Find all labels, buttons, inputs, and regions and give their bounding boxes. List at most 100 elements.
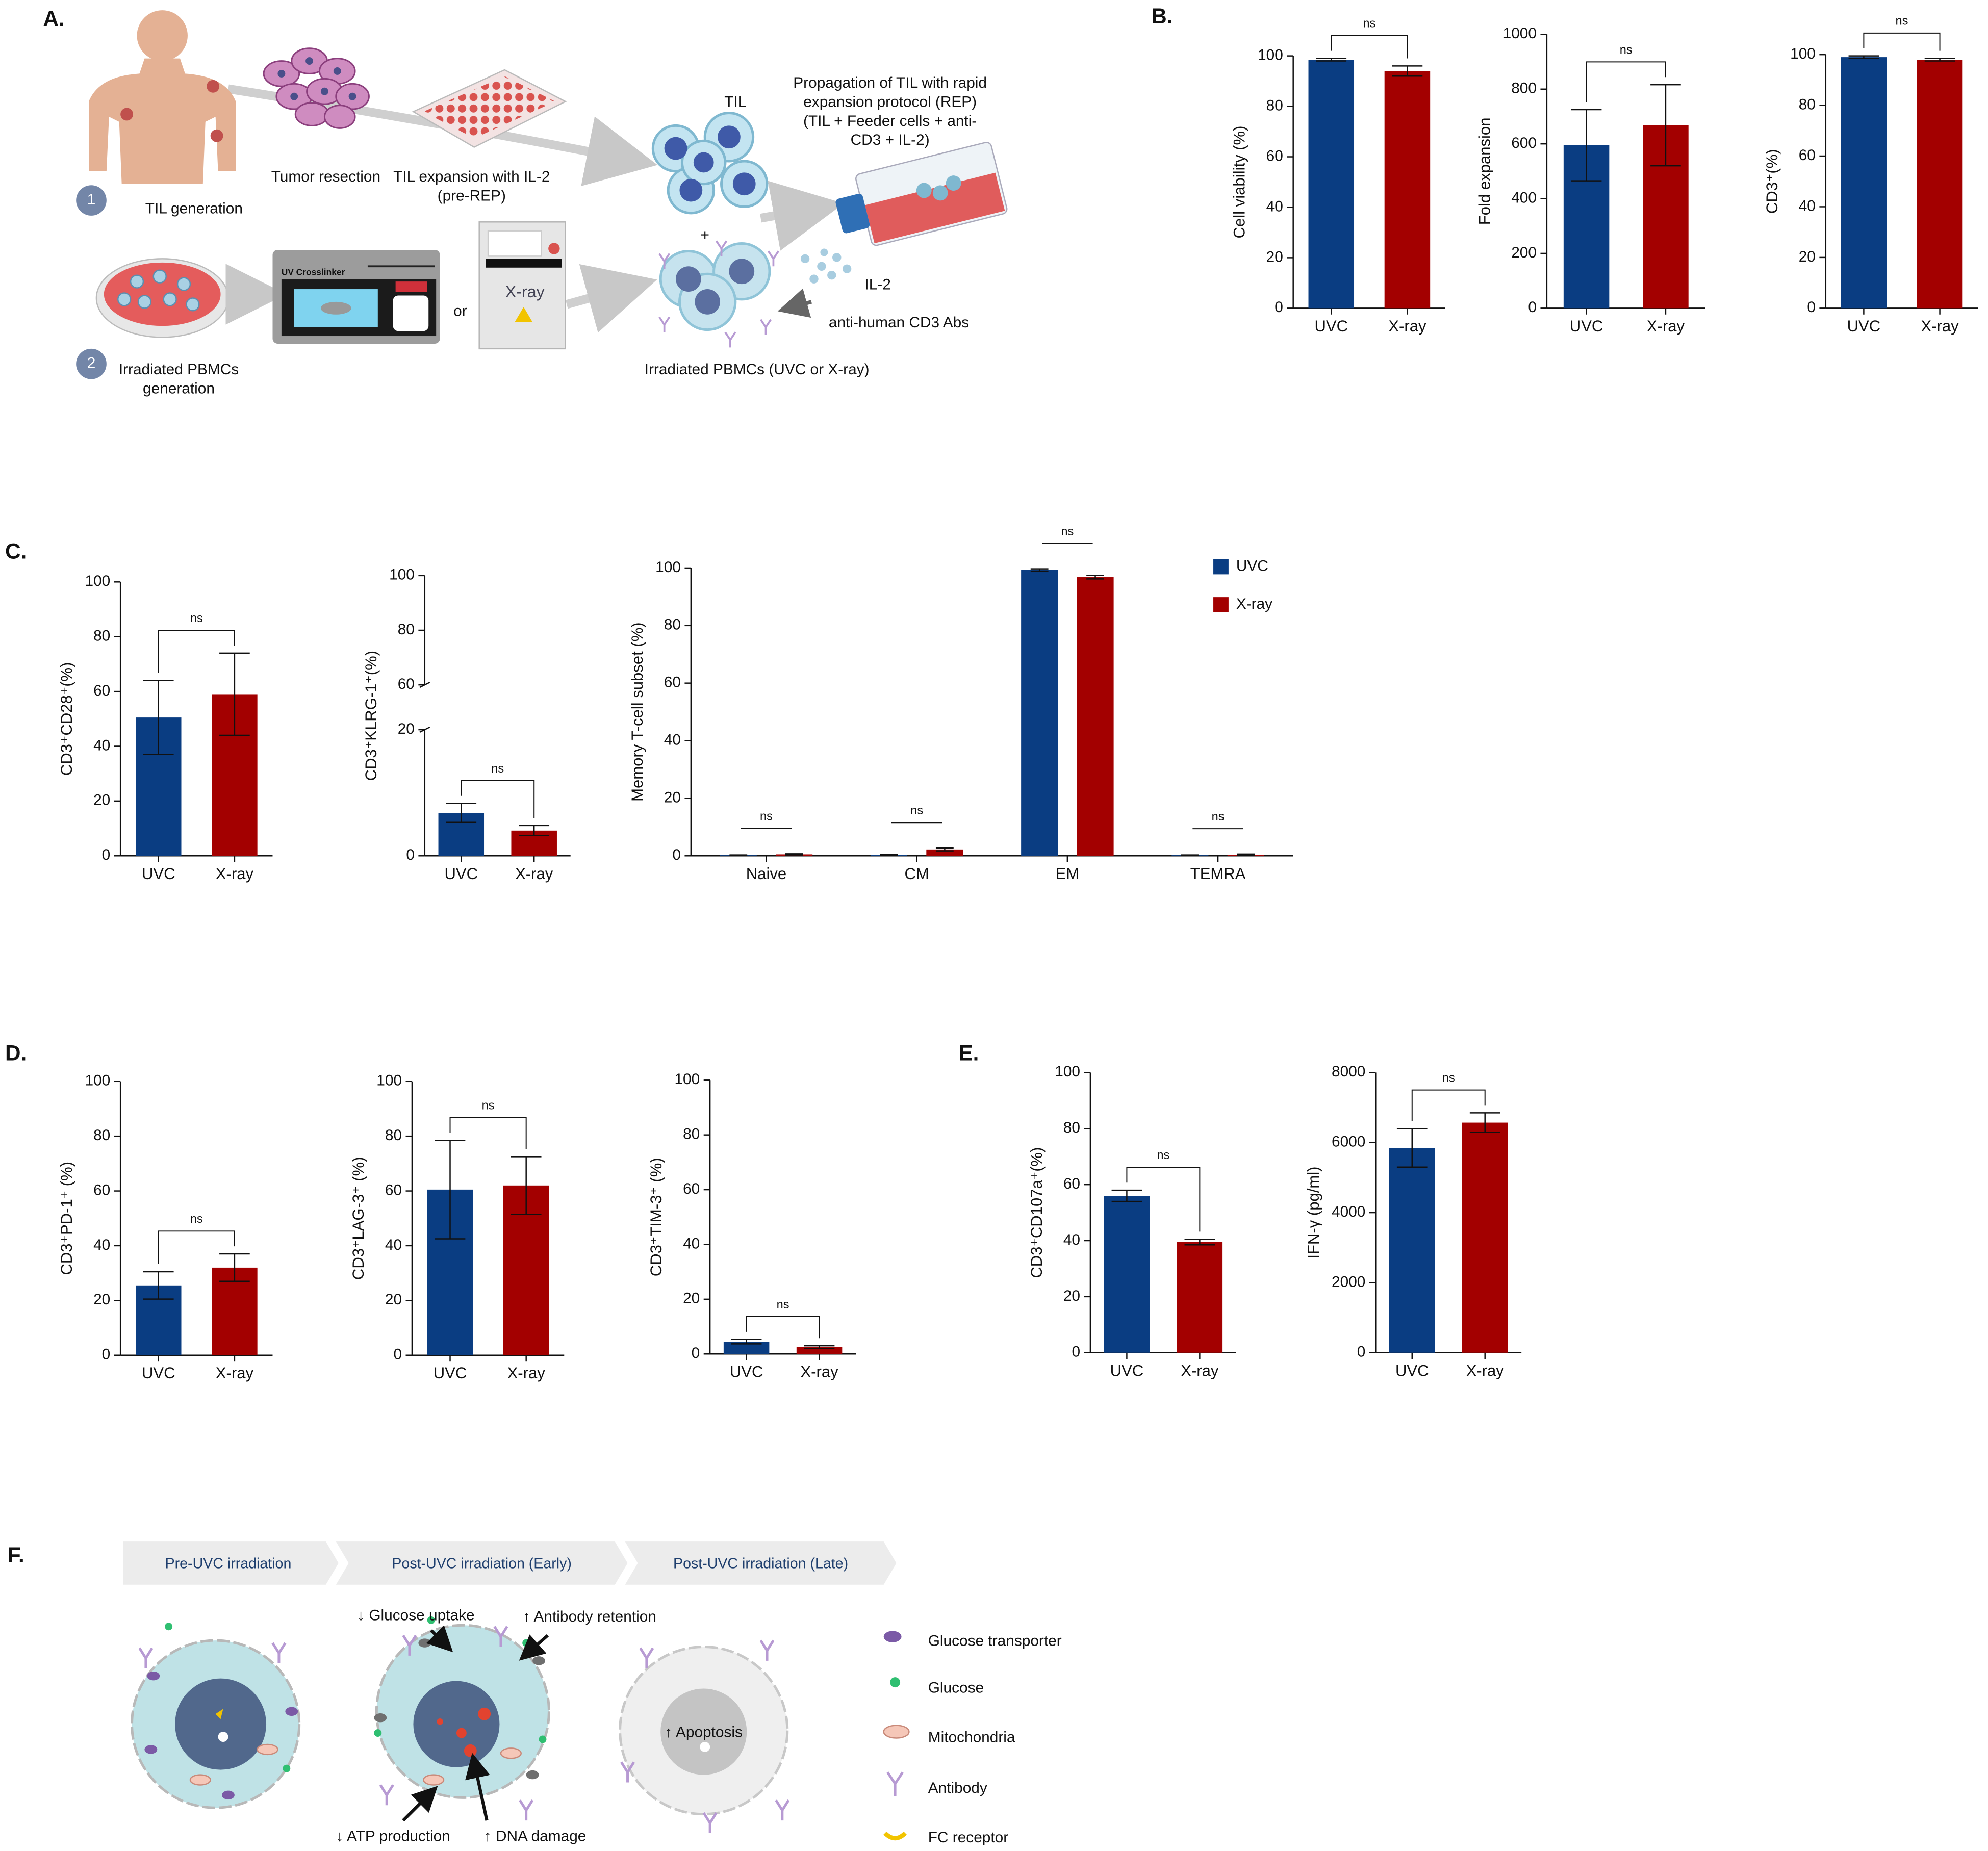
panel-a-illustration <box>89 58 236 184</box>
significance-label: ns <box>482 1099 495 1112</box>
label: anti-human CD3 Abs <box>829 314 969 331</box>
x-tick-label: Naive <box>746 865 786 883</box>
y-tick-label: 80 <box>683 1126 700 1143</box>
significance-bracket <box>1586 61 1666 102</box>
y-axis-label: CD3⁺TIM-3⁺ (%) <box>647 1158 665 1276</box>
y-tick-label: 80 <box>1799 96 1816 113</box>
panel-a-illustration <box>767 250 779 267</box>
bar <box>926 849 963 856</box>
significance-bracket <box>449 1117 527 1149</box>
y-tick-label: 60 <box>398 676 415 692</box>
significance-bracket <box>1331 35 1408 59</box>
y-tick-label: 200 <box>1511 244 1537 261</box>
y-tick-label: 0 <box>1528 299 1537 316</box>
panel-a-illustration <box>117 292 132 306</box>
y-tick-label: 20 <box>1063 1288 1080 1304</box>
x-tick-label: X-ray <box>1466 1361 1505 1379</box>
y-tick-label: 100 <box>1055 1063 1080 1080</box>
significance-label: ns <box>491 762 504 776</box>
stage-label: Pre-UVC irradiation <box>165 1555 292 1572</box>
y-tick-label: 40 <box>1063 1231 1080 1248</box>
y-axis-label: CD3⁺KLRG-1⁺(%) <box>362 651 380 781</box>
y-tick-label: 80 <box>398 621 415 638</box>
panel-a-illustration <box>835 193 870 234</box>
panel-a-illustration <box>718 125 741 149</box>
x-tick-label: UVC <box>444 865 478 883</box>
x-tick-label: EM <box>1056 865 1080 883</box>
error-bar <box>219 1253 250 1282</box>
panel-a-illustration <box>809 274 819 284</box>
panel-f-illustration <box>625 1541 897 1585</box>
panel-a-illustration <box>817 262 826 271</box>
error-bar <box>1111 1189 1142 1202</box>
y-tick-label: 400 <box>1511 189 1537 206</box>
y-tick-label: 20 <box>93 1291 110 1308</box>
panel-a-illustration <box>732 172 756 196</box>
label: UV Crosslinker <box>282 267 345 277</box>
panel-f-illustration <box>465 1753 490 1821</box>
significance-bracket <box>1411 1089 1486 1121</box>
panel-a-illustration <box>207 80 220 93</box>
significance-label: ns <box>777 1298 789 1312</box>
error-bar <box>1571 109 1602 182</box>
y-tick-label: 20 <box>398 721 415 737</box>
x-tick-label: UVC <box>1110 1361 1144 1379</box>
y-axis-label: CD3⁺(%) <box>1763 149 1781 214</box>
panel-label: F. <box>8 1543 24 1567</box>
y-tick-label: 40 <box>1266 198 1283 215</box>
panel-a-illustration <box>486 259 562 268</box>
x-tick-label: X-ray <box>216 1364 254 1382</box>
effect-label: ↑ DNA damage <box>484 1828 587 1844</box>
y-tick-label: 40 <box>664 731 681 748</box>
x-tick-label: TEMRA <box>1190 865 1246 883</box>
y-tick-label: 60 <box>93 682 110 699</box>
bar <box>212 1267 258 1355</box>
bar <box>1308 60 1355 308</box>
panel-f-illustration <box>271 1642 287 1663</box>
panel-label: E. <box>958 1041 979 1065</box>
y-tick-label: 60 <box>1063 1175 1080 1192</box>
y-tick-label: 0 <box>102 1346 111 1363</box>
label: Irradiated PBMCs (UVC or X-ray) <box>645 361 870 378</box>
error-bar <box>446 803 477 823</box>
y-axis-label: CD3⁺CD28⁺(%) <box>58 662 75 776</box>
significance-bracket <box>746 1316 820 1339</box>
panel-a-illustration <box>760 181 844 251</box>
panel-a-illustration <box>658 240 779 348</box>
panel-f-illustration <box>285 1707 298 1716</box>
significance-label: ns <box>1157 1149 1169 1162</box>
panel-a-illustration <box>152 269 167 284</box>
y-tick-label: 0 <box>102 846 111 863</box>
step-number: 1 <box>87 191 96 208</box>
error-bar <box>1184 1239 1215 1246</box>
panel-f-illustration <box>379 1784 394 1806</box>
panel-f-illustration <box>175 1678 267 1770</box>
panel-a-illustration <box>842 264 852 273</box>
error-bar <box>1316 58 1347 62</box>
panel-a-illustration <box>120 108 134 121</box>
panel-a-illustration <box>932 185 948 201</box>
x-tick-label: UVC <box>730 1363 763 1381</box>
panel-f-illustration <box>138 1647 154 1668</box>
label: IL-2 <box>864 276 890 293</box>
panel-a-illustration <box>137 295 152 309</box>
error-bar <box>1086 575 1104 580</box>
x-tick-label: X-ray <box>1921 317 1959 335</box>
error-bar <box>1392 65 1423 77</box>
effect-label: ↓ Glucose uptake <box>357 1607 474 1624</box>
panel-a-illustration <box>676 266 701 292</box>
panel-a-illustration <box>76 10 1008 379</box>
panel-f-illustration <box>890 1677 901 1688</box>
panel-a-illustration <box>320 301 351 315</box>
panel-a-illustration <box>946 175 961 191</box>
panel-a-illustration <box>76 348 107 379</box>
panel-a-illustration <box>679 178 703 202</box>
panel-a-illustration <box>832 253 842 262</box>
significance-label: ns <box>1061 525 1074 538</box>
panel-f-illustration <box>532 1656 545 1665</box>
label: + <box>700 227 709 244</box>
panel-f-illustration <box>539 1735 547 1743</box>
bar <box>1021 570 1058 856</box>
panel-f-illustration <box>423 1774 445 1786</box>
y-tick-label: 60 <box>93 1181 110 1198</box>
